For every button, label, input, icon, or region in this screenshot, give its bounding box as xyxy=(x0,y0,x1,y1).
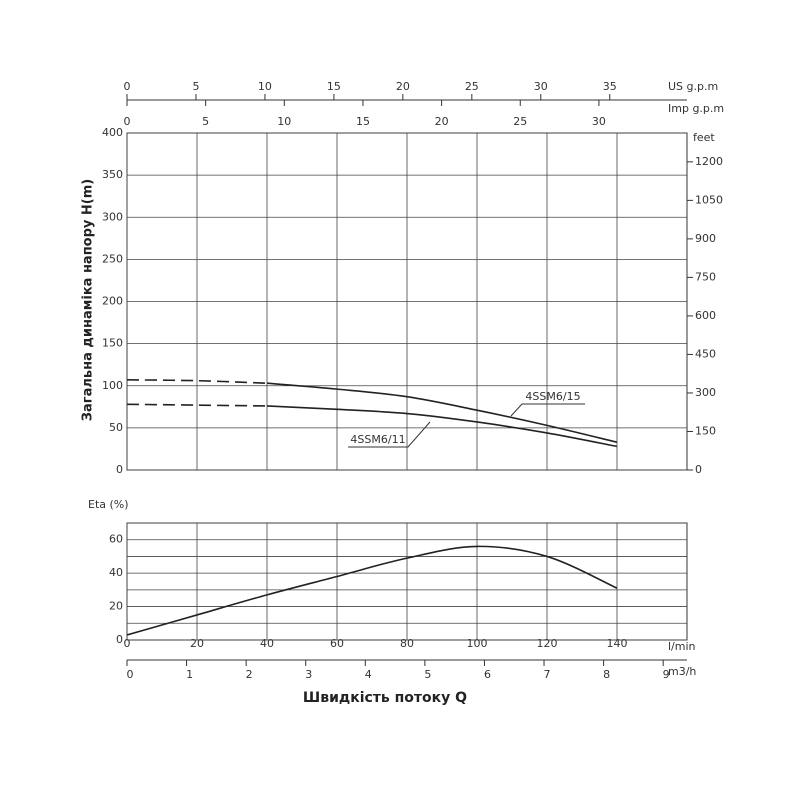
top-tick-label: 5 xyxy=(202,115,209,128)
y-tick-label: 350 xyxy=(102,168,123,181)
y-tick-label: 40 xyxy=(109,566,123,579)
curve xyxy=(266,405,618,448)
x-tick-label: 0 xyxy=(124,637,131,650)
y2-tick-label: 750 xyxy=(695,270,716,283)
y-tick-label: 20 xyxy=(109,600,123,613)
x-tick-label: 80 xyxy=(400,637,414,650)
y-axis-title: Загальна динаміка напору H(m) xyxy=(81,179,96,421)
y2-tick-label: 450 xyxy=(695,347,716,360)
y-tick-label: 60 xyxy=(109,533,123,546)
y2-tick-label: 1050 xyxy=(695,193,723,206)
bottom-tick-label: 5 xyxy=(424,668,431,681)
top-tick-label: 15 xyxy=(356,115,370,128)
top-tick-label: 20 xyxy=(396,80,410,93)
top-tick-label: 10 xyxy=(258,80,272,93)
top-tick-label: 5 xyxy=(192,80,199,93)
x-tick-label: 100 xyxy=(467,637,488,650)
bottom-tick-label: 0 xyxy=(127,668,134,681)
eta-title: Eta (%) xyxy=(88,498,129,511)
bottom-tick-label: 7 xyxy=(544,668,551,681)
y2-tick-label: 600 xyxy=(695,309,716,322)
y2-tick-label: 900 xyxy=(695,232,716,245)
top-tick-label: 20 xyxy=(435,115,449,128)
bottom-tick-label: 2 xyxy=(246,668,253,681)
leader-line xyxy=(510,403,585,417)
bottom-tick-label: 1 xyxy=(186,668,193,681)
x-unit-label: l/min xyxy=(668,640,696,653)
x-axis-title: Швидкість потоку Q xyxy=(303,690,467,706)
x-tick-label: 40 xyxy=(260,637,274,650)
bottom-tick-label: 3 xyxy=(305,668,312,681)
x-tick-label: 140 xyxy=(607,637,628,650)
y-tick-label: 200 xyxy=(102,295,123,308)
y2-tick-label: 150 xyxy=(695,424,716,437)
y2-axis-title: feet xyxy=(693,131,715,144)
x-tick-label: 60 xyxy=(330,637,344,650)
y-tick-label: 300 xyxy=(102,210,123,223)
bottom-axis-title: m3/h xyxy=(668,665,696,678)
top-tick-label: 25 xyxy=(513,115,527,128)
y-tick-label: 400 xyxy=(102,126,123,139)
top-tick-label: 0 xyxy=(124,80,131,93)
x-tick-label: 20 xyxy=(190,637,204,650)
top-tick-label: 35 xyxy=(603,80,617,93)
bottom-tick-label: 6 xyxy=(484,668,491,681)
y2-tick-label: 0 xyxy=(695,463,702,476)
top-tick-label: 30 xyxy=(534,80,548,93)
curve xyxy=(126,545,618,636)
top-axis-title: Imp g.p.m xyxy=(668,102,724,115)
top-tick-label: 0 xyxy=(124,115,131,128)
y2-tick-label: 1200 xyxy=(695,155,723,168)
y-tick-label: 0 xyxy=(116,633,123,646)
leader-line xyxy=(348,421,431,448)
y-tick-label: 150 xyxy=(102,337,123,350)
top-axis-title: US g.p.m xyxy=(668,80,718,93)
curve-label: 4SSM6/11 xyxy=(350,433,405,446)
curve xyxy=(266,382,618,443)
y2-tick-label: 300 xyxy=(695,386,716,399)
top-tick-label: 30 xyxy=(592,115,606,128)
y-tick-label: 0 xyxy=(116,463,123,476)
y-tick-label: 100 xyxy=(102,379,123,392)
top-tick-label: 25 xyxy=(465,80,479,93)
top-tick-label: 10 xyxy=(277,115,291,128)
y-tick-label: 50 xyxy=(109,421,123,434)
top-tick-label: 15 xyxy=(327,80,341,93)
bottom-tick-label: 4 xyxy=(365,668,372,681)
bottom-tick-label: 8 xyxy=(603,668,610,681)
curve-label: 4SSM6/15 xyxy=(525,390,580,403)
y-tick-label: 250 xyxy=(102,252,123,265)
bottom-tick-label: 9 xyxy=(663,668,670,681)
x-tick-label: 120 xyxy=(537,637,558,650)
